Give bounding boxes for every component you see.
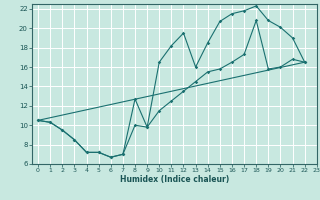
X-axis label: Humidex (Indice chaleur): Humidex (Indice chaleur) — [120, 175, 229, 184]
